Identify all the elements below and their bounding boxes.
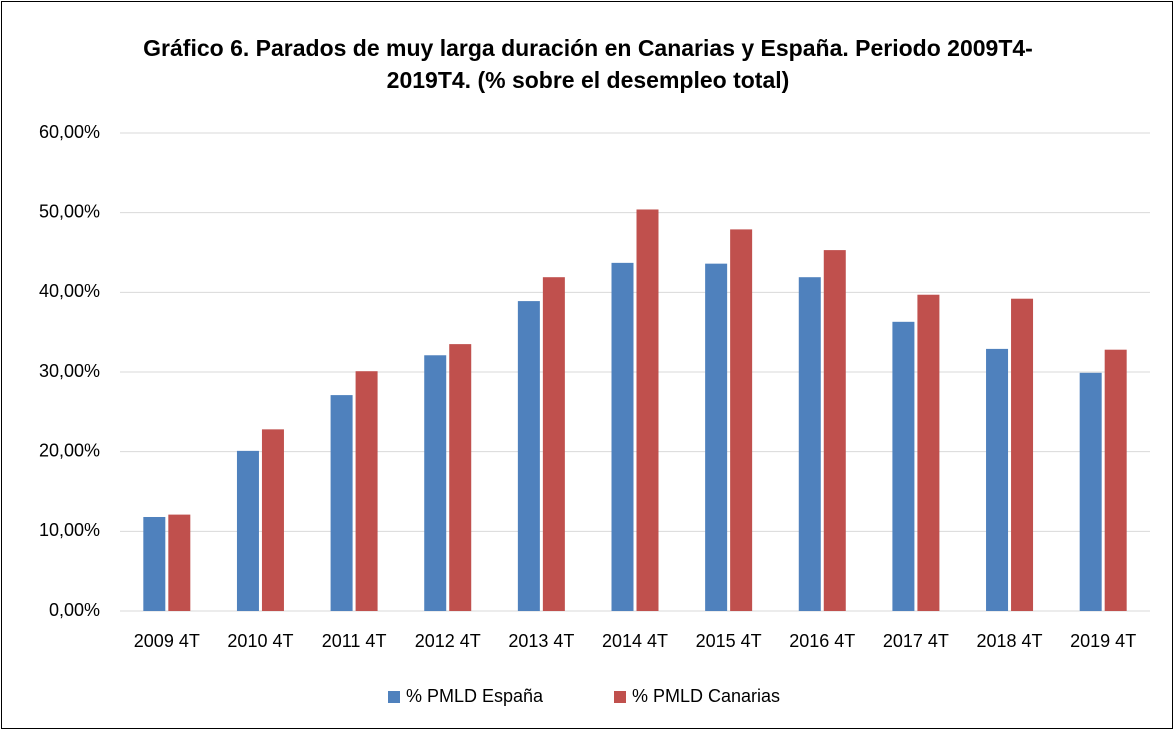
x-tick-label: 2014 4T xyxy=(602,631,668,651)
bar xyxy=(1011,298,1034,611)
bar xyxy=(261,429,284,611)
x-tick-label: 2017 4T xyxy=(883,631,949,651)
bar xyxy=(168,514,191,611)
x-tick-label: 2019 4T xyxy=(1070,631,1136,651)
bar xyxy=(449,344,472,611)
x-tick-label: 2011 4T xyxy=(322,631,387,651)
chart-title: Gráfico 6. Parados de muy larga duración… xyxy=(143,35,1033,93)
y-tick-label: 30,00% xyxy=(39,361,100,381)
bar xyxy=(823,250,846,612)
bar xyxy=(705,263,728,611)
x-tick-label: 2010 4T xyxy=(227,631,293,651)
bar xyxy=(424,355,447,611)
x-tick-label: 2012 4T xyxy=(415,631,481,651)
bar xyxy=(917,294,940,611)
legend-label: % PMLD Canarias xyxy=(632,686,780,706)
bar xyxy=(1104,349,1127,611)
bar xyxy=(236,450,259,611)
bar xyxy=(892,321,915,611)
x-tick-label: 2018 4T xyxy=(977,631,1043,651)
bar xyxy=(636,209,659,612)
y-tick-label: 40,00% xyxy=(39,281,100,301)
x-tick-label: 2015 4T xyxy=(696,631,762,651)
x-tick-label: 2016 4T xyxy=(789,631,855,651)
y-tick-label: 20,00% xyxy=(39,440,100,460)
bar xyxy=(798,277,821,611)
bar xyxy=(330,395,353,611)
legend-swatch xyxy=(388,691,400,703)
y-tick-label: 50,00% xyxy=(39,201,100,221)
bar xyxy=(542,277,565,611)
bar xyxy=(730,229,753,611)
y-tick-label: 10,00% xyxy=(39,520,100,540)
legend-label: % PMLD España xyxy=(406,686,544,706)
bar xyxy=(355,371,378,611)
bar xyxy=(611,262,634,611)
bar xyxy=(986,348,1009,611)
x-tick-label: 2013 4T xyxy=(508,631,574,651)
bar xyxy=(1079,372,1102,611)
legend-swatch xyxy=(614,691,626,703)
bar xyxy=(517,301,540,611)
y-tick-label: 0,00% xyxy=(49,600,100,620)
bar xyxy=(143,516,166,611)
x-tick-label: 2009 4T xyxy=(134,631,200,651)
y-tick-label: 60,00% xyxy=(39,122,100,142)
